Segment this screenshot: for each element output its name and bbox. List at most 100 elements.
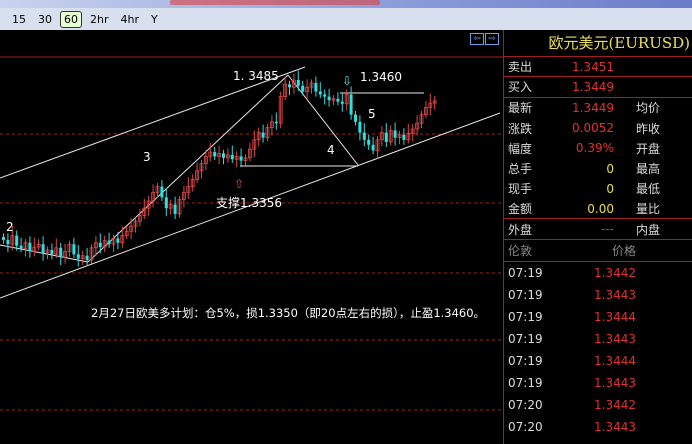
candle-body — [208, 151, 213, 157]
candle-body — [94, 242, 98, 249]
candle-body — [63, 250, 67, 258]
candlestick-chart[interactable] — [0, 30, 503, 444]
tick-time: 07:19 — [508, 265, 543, 280]
candle-body — [379, 132, 384, 141]
candle-body — [160, 186, 164, 198]
quote-label-2: 均价 — [636, 101, 661, 116]
wave-label-2: 2 — [6, 220, 14, 234]
candle-body — [397, 134, 402, 139]
candle-body — [41, 244, 45, 253]
candle-body — [195, 170, 200, 180]
quote-label: 幅度 — [508, 141, 533, 156]
tick-price: 1.3443 — [594, 419, 636, 434]
candle-body — [186, 186, 191, 193]
candle-body — [234, 155, 239, 160]
tick-row: 07:19 1.3442 — [504, 262, 692, 284]
quote-row: 外盘 --- 内盘 — [504, 219, 692, 240]
candle-body — [362, 132, 366, 140]
candle-body — [340, 101, 344, 104]
quote-row: 总手 0 最高 — [504, 158, 692, 178]
candle-body — [107, 240, 111, 245]
quote-value: 0.39% — [575, 141, 614, 156]
candle-body — [155, 186, 160, 193]
tick-time: 07:20 — [508, 419, 543, 434]
candle-body — [256, 132, 261, 141]
candle-body — [402, 134, 406, 140]
tick-time: 07:19 — [508, 331, 543, 346]
quote-row: 最新 1.3449 均价 — [504, 98, 692, 118]
candle-body — [89, 247, 94, 261]
quote-row: 卖出 1.3451 — [504, 57, 692, 78]
candle-body — [19, 245, 23, 249]
candle-body — [225, 154, 230, 159]
candle-body — [296, 80, 300, 86]
candle-body — [2, 237, 5, 240]
candle-body — [239, 156, 243, 161]
tf-15[interactable]: 15 — [12, 12, 26, 26]
candle-body — [291, 79, 296, 88]
candle-body — [151, 191, 156, 202]
candle-body — [393, 130, 397, 138]
quote-value: --- — [601, 222, 614, 237]
candle-body — [354, 114, 357, 122]
candle-body — [432, 100, 437, 104]
tick-row: 07:19 1.3444 — [504, 350, 692, 372]
quote-label-2: 量比 — [636, 202, 661, 217]
trend-line — [0, 244, 89, 263]
tick-time: 07:20 — [508, 397, 543, 412]
quote-value: 1.3451 — [572, 59, 614, 74]
candle-body — [327, 96, 331, 101]
tf-60[interactable]: 60 — [60, 10, 82, 28]
candle-body — [358, 121, 362, 133]
arrow-right-icon[interactable]: ⇨ — [485, 33, 499, 45]
tf-y[interactable]: Y — [151, 12, 158, 26]
quote-label: 外盘 — [508, 222, 533, 237]
quote-label: 最新 — [508, 101, 533, 116]
candle-body — [177, 199, 182, 215]
candle-body — [283, 83, 288, 98]
support-label: 支撑1.3356 — [216, 196, 282, 210]
candle-body — [331, 98, 336, 101]
up-arrow-icon: ⇧ — [234, 177, 245, 191]
candle-body — [349, 94, 353, 115]
candle-body — [222, 153, 225, 158]
tick-time: 07:19 — [508, 309, 543, 324]
candle-body — [274, 121, 278, 124]
target-label: 1.3460 — [360, 70, 402, 84]
chart-nav: ⇦ ⇨ — [470, 33, 499, 45]
tf-30[interactable]: 30 — [38, 12, 52, 26]
candle-body — [384, 132, 388, 142]
candle-body — [50, 249, 54, 255]
candle-body — [410, 128, 415, 134]
tf-4hr[interactable]: 4hr — [120, 12, 140, 26]
tick-row: 07:20 1.3442 — [504, 394, 692, 416]
arrow-left-icon[interactable]: ⇦ — [470, 33, 484, 45]
candle-body — [124, 230, 129, 236]
candle-body — [111, 238, 116, 245]
tick-row: 07:19 1.3444 — [504, 306, 692, 328]
tick-time: 07:19 — [508, 375, 543, 390]
candle-body — [76, 254, 80, 259]
candle-body — [243, 157, 248, 162]
quote-value: 0 — [606, 161, 614, 176]
tick-price: 1.3442 — [594, 265, 636, 280]
tick-row: 07:20 1.3443 — [504, 416, 692, 438]
quote-label: 总手 — [508, 162, 533, 177]
candle-body — [98, 242, 102, 248]
candle-body — [80, 255, 85, 260]
candle-body — [6, 239, 10, 245]
candle-body — [10, 235, 15, 245]
quote-row: 买入 1.3449 — [504, 77, 692, 98]
quote-label-2: 最低 — [636, 182, 661, 197]
candle-body — [252, 139, 257, 150]
candle-body — [102, 240, 107, 248]
candle-body — [415, 122, 420, 130]
candle-body — [419, 114, 424, 124]
quote-row: 涨跌 0.0052 昨收 — [504, 118, 692, 138]
tick-price: 1.3443 — [594, 287, 636, 302]
symbol-title: 欧元美元(EURUSD) — [504, 30, 692, 57]
tf-2hr[interactable]: 2hr — [90, 12, 109, 26]
tick-price: 1.3444 — [594, 309, 636, 324]
candle-body — [375, 139, 380, 152]
ticks-header-time: 伦敦 — [508, 243, 533, 258]
